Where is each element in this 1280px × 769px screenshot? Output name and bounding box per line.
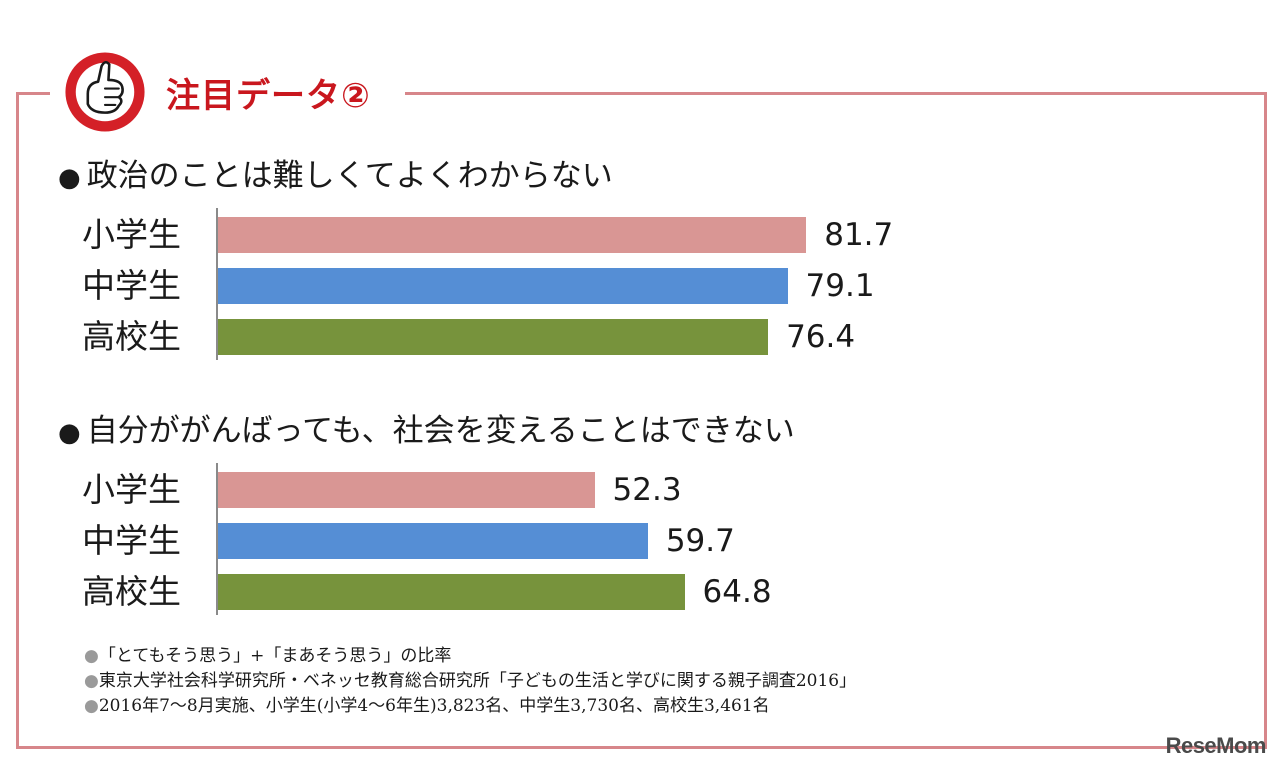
- chart-axis-1: [216, 208, 218, 360]
- bullet-dot: ●: [58, 418, 81, 448]
- resemom-logo: ReseMom: [1165, 733, 1267, 758]
- chart-title-1: ● 政治のことは難しくてよくわからない: [58, 158, 613, 194]
- value-label: 52.3: [612, 472, 682, 508]
- bar: [218, 319, 769, 355]
- bar: [218, 268, 788, 304]
- value-label: 81.7: [824, 217, 894, 253]
- frame-top-left: [16, 92, 56, 95]
- frame-left: [16, 92, 19, 749]
- bar: [218, 523, 648, 559]
- bar: [218, 574, 685, 610]
- header: 注目データ②: [50, 42, 385, 142]
- bar: [218, 472, 595, 508]
- category-label: 小学生: [82, 215, 181, 254]
- frame-bottom: [16, 746, 1267, 749]
- chart-title-2: ● 自分ががんばっても、社会を変えることはできない: [58, 413, 795, 449]
- category-label: 中学生: [82, 266, 181, 305]
- category-label: 小学生: [82, 470, 181, 509]
- frame-right: [1264, 92, 1267, 749]
- footnotes: ●「とてもそう思う」+「まあそう思う」の比率 ●東京大学社会科学研究所・ベネッセ…: [84, 644, 856, 719]
- category-label: 高校生: [82, 572, 181, 611]
- thumbs-up-hand-icon: [65, 52, 145, 132]
- category-label: 中学生: [82, 521, 181, 560]
- bullet-dot: ●: [58, 163, 81, 193]
- value-label: 64.8: [702, 574, 772, 610]
- footnote: ●東京大学社会科学研究所・ベネッセ教育総合研究所「子どもの生活と学びに関する親子…: [84, 671, 857, 691]
- footnote: ●「とてもそう思う」+「まあそう思う」の比率: [84, 646, 452, 666]
- page-title: 注目データ②: [166, 75, 371, 116]
- bar: [218, 217, 807, 253]
- value-label: 79.1: [805, 268, 875, 304]
- value-label: 76.4: [786, 319, 856, 355]
- category-label: 高校生: [82, 317, 181, 356]
- chart-axis-2: [216, 463, 218, 615]
- frame-top-right: [405, 92, 1267, 95]
- value-label: 59.7: [665, 523, 735, 559]
- footnote: ●2016年7～8月実施、小学生(小学4～6年生)3,823名、中学生3,730…: [84, 696, 770, 716]
